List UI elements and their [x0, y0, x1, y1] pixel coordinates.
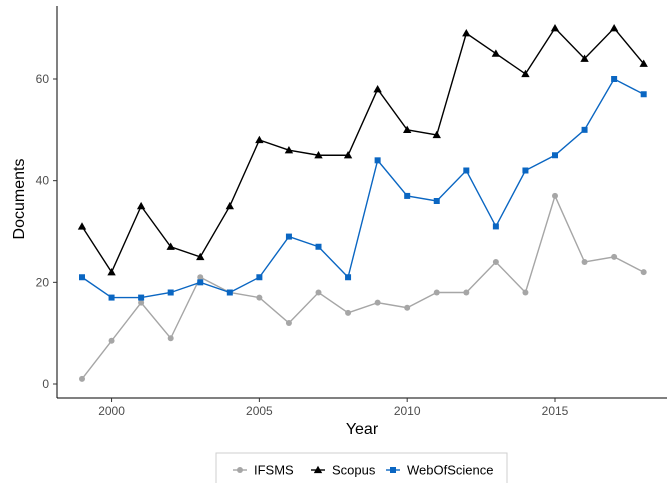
data-point-ifsms — [256, 294, 263, 301]
data-point-ifsms — [197, 274, 204, 281]
series-webofscience — [79, 76, 647, 301]
data-point-ifsms — [611, 253, 618, 260]
data-point-ifsms — [492, 259, 499, 265]
data-point-scopus — [402, 125, 412, 133]
data-point-webofscience — [226, 289, 233, 296]
data-point-scopus — [314, 151, 323, 159]
legend-label-scopus: Scopus — [332, 463, 376, 478]
data-point-scopus — [432, 130, 441, 139]
legend-item-scopus: Scopus — [311, 463, 376, 478]
x-axis-title: Year — [346, 421, 379, 438]
y-tick-label: 20 — [36, 275, 50, 289]
legend-marker-webofscience — [390, 467, 396, 473]
data-point-webofscience — [345, 274, 352, 281]
data-point-webofscience — [197, 279, 204, 286]
data-point-webofscience — [522, 167, 529, 174]
y-tick-label: 60 — [36, 72, 50, 86]
data-point-ifsms — [552, 192, 558, 199]
data-point-ifsms — [374, 299, 381, 306]
data-point-scopus — [373, 84, 382, 93]
data-point-ifsms — [404, 304, 411, 311]
data-point-scopus — [550, 23, 560, 32]
data-point-scopus — [255, 135, 264, 144]
data-point-ifsms — [345, 309, 352, 316]
data-point-ifsms — [522, 289, 529, 296]
legend-marker-ifsms — [237, 467, 243, 473]
series-line-ifsms — [81, 193, 645, 380]
data-point-ifsms — [463, 289, 470, 296]
legend-label-ifsms: IFSMS — [254, 463, 294, 478]
series — [77, 23, 648, 382]
legend-marker-scopus — [313, 465, 323, 474]
data-point-webofscience — [374, 157, 381, 164]
data-point-ifsms — [433, 289, 440, 296]
legend-item-webofscience: WebOfScience — [386, 463, 493, 478]
series-scopus — [77, 23, 648, 276]
data-point-scopus — [107, 267, 116, 276]
data-point-webofscience — [640, 91, 647, 98]
y-tick-label: 0 — [42, 377, 49, 391]
data-point-webofscience — [79, 274, 85, 281]
x-tick-label: 2010 — [394, 404, 421, 418]
data-point-scopus — [77, 222, 87, 230]
series-ifsms — [79, 192, 647, 382]
x-tick-label: 2015 — [542, 404, 569, 418]
data-point-webofscience — [404, 192, 411, 199]
data-point-scopus — [521, 69, 530, 78]
data-point-scopus — [491, 49, 501, 57]
data-point-webofscience — [611, 76, 618, 82]
legend-label-webofscience: WebOfScience — [407, 463, 493, 478]
x-tick-label: 2000 — [98, 404, 125, 418]
data-point-scopus — [343, 151, 353, 159]
legend-box — [215, 452, 508, 488]
data-point-webofscience — [108, 294, 115, 301]
series-line-scopus — [81, 27, 645, 274]
axes — [56, 6, 667, 399]
data-point-scopus — [196, 252, 205, 261]
series-line-webofscience — [81, 78, 645, 299]
data-point-webofscience — [256, 274, 263, 281]
data-point-ifsms — [167, 335, 174, 342]
y-axis-title: Documents — [11, 159, 28, 240]
data-point-scopus — [580, 54, 589, 62]
x-tick-label: 2005 — [246, 404, 273, 418]
data-point-scopus — [166, 242, 175, 250]
data-point-scopus — [225, 201, 235, 210]
data-point-ifsms — [138, 299, 145, 306]
data-point-scopus — [284, 145, 294, 154]
legend-item-ifsms: IFSMS — [233, 463, 294, 478]
data-point-scopus — [609, 23, 619, 32]
data-point-webofscience — [581, 126, 588, 133]
data-point-webofscience — [167, 289, 174, 296]
data-point-ifsms — [581, 259, 588, 265]
data-point-webofscience — [492, 223, 499, 230]
data-point-webofscience — [285, 233, 292, 240]
data-point-ifsms — [315, 289, 322, 296]
data-point-scopus — [462, 29, 471, 37]
data-point-ifsms — [79, 375, 85, 382]
legend: IFSMS Scopus WebOfScience — [215, 452, 508, 488]
data-point-scopus — [136, 201, 146, 210]
data-point-ifsms — [285, 320, 292, 326]
ticks: 0 20 40 60 2000 2005 2010 2015 — [36, 72, 569, 418]
data-point-webofscience — [552, 152, 558, 159]
data-point-webofscience — [138, 294, 145, 301]
y-tick-label: 40 — [36, 174, 50, 188]
data-point-webofscience — [315, 243, 322, 250]
data-point-ifsms — [108, 337, 115, 344]
data-point-webofscience — [433, 198, 440, 204]
data-point-ifsms — [640, 269, 647, 276]
data-point-webofscience — [463, 167, 470, 174]
data-point-scopus — [639, 59, 648, 67]
